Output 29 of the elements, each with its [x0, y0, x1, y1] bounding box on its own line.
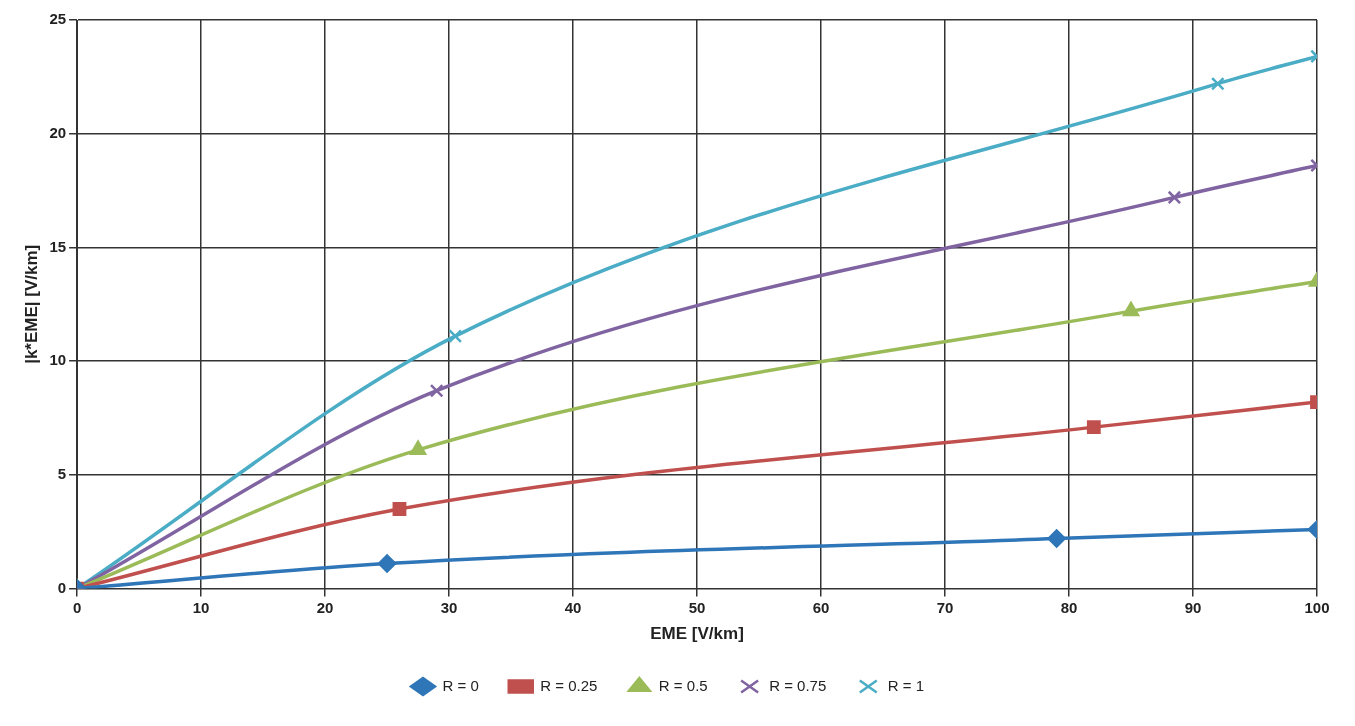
legend-label: R = 0.25: [540, 676, 598, 694]
y-tick-label: 25: [49, 10, 67, 28]
y-axis-title: |k*EME| [V/km]: [21, 244, 41, 364]
y-tick-label: 0: [57, 578, 67, 596]
point: [392, 502, 407, 516]
x-tick-label: 90: [1184, 598, 1202, 616]
point: [409, 440, 427, 456]
legend-label: R = 0.75: [769, 676, 827, 694]
x-tick-label: 60: [812, 598, 830, 616]
point: [377, 554, 397, 573]
x-axis-title: EME [V/km]: [650, 624, 744, 644]
point: [429, 383, 444, 398]
x-tick-label: 70: [936, 598, 954, 616]
x-tick-label: 40: [564, 598, 582, 616]
y-tick-label: 15: [49, 237, 67, 255]
y-tick-label: 5: [57, 465, 67, 483]
x-tick-label: 0: [72, 598, 82, 616]
y-tick-label: 20: [49, 123, 67, 141]
point: [448, 329, 463, 344]
x-tick-label: 50: [688, 598, 706, 616]
y-tick-label: 10: [49, 351, 67, 369]
legend-label: R = 0: [442, 676, 479, 694]
legend-label: R = 0.5: [658, 676, 708, 694]
x-tick-label: 80: [1060, 598, 1078, 616]
x-tick-label: 30: [440, 598, 458, 616]
x-tick-label: 20: [316, 598, 334, 616]
x-tick-label: 100: [1304, 598, 1330, 616]
x-tick-label: 10: [192, 598, 210, 616]
legend-label: R = 1: [887, 676, 925, 694]
